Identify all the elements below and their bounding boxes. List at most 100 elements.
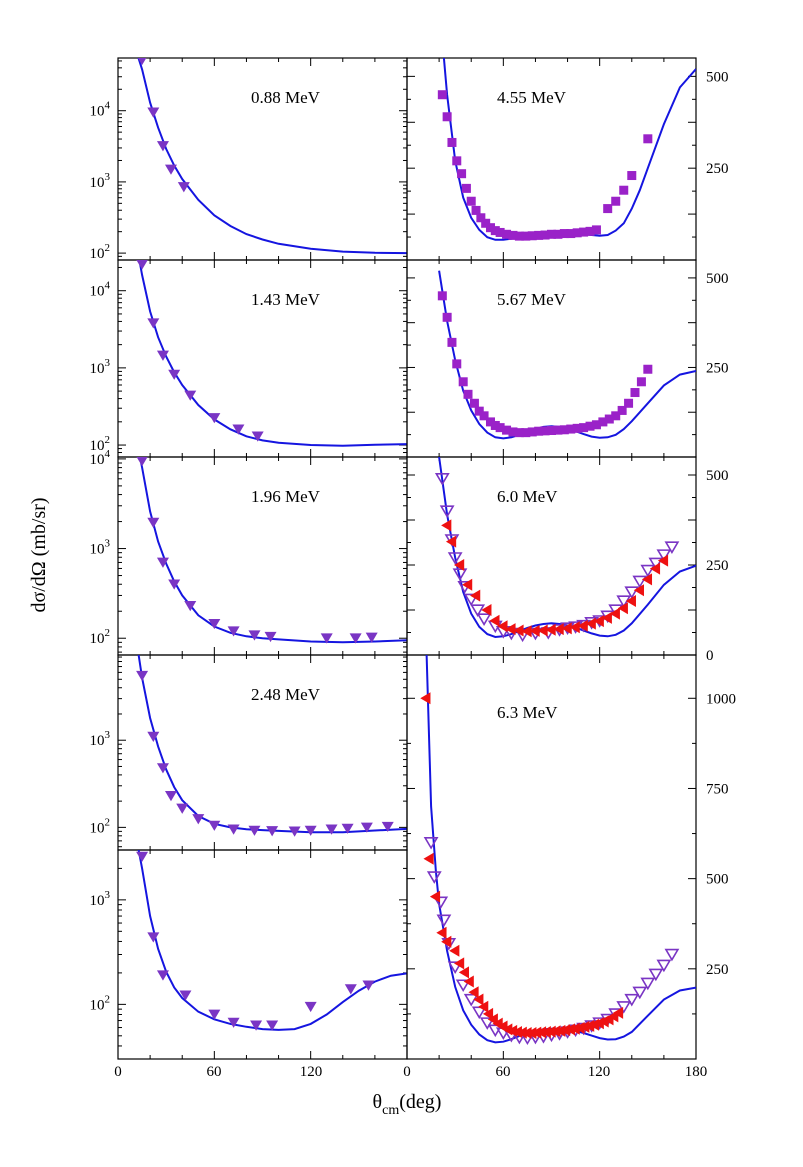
y-tick-label: 102	[90, 993, 111, 1013]
data-point	[136, 457, 148, 467]
data-point	[625, 595, 636, 607]
y-tick-exponent: 2	[105, 434, 111, 446]
data-point	[147, 318, 160, 329]
x-tick-right-60: 60	[496, 1064, 511, 1080]
data-point	[227, 626, 240, 637]
data-point	[553, 229, 563, 239]
data-point	[184, 390, 197, 401]
data-point	[445, 535, 457, 548]
data-point	[489, 614, 500, 627]
y-tick-base: 10	[90, 997, 105, 1013]
data-point	[447, 337, 457, 347]
data-point	[632, 575, 648, 589]
data-point	[420, 692, 431, 705]
data-point	[469, 398, 479, 408]
data-point	[433, 896, 449, 910]
x-tick-left-120: 120	[300, 1064, 323, 1080]
data-point	[632, 986, 648, 1000]
y-tick-base: 10	[90, 452, 105, 468]
data-point	[508, 230, 518, 240]
data-point	[535, 1026, 547, 1039]
data-point	[506, 1024, 518, 1037]
panel-data	[136, 850, 407, 1031]
data-point	[527, 427, 537, 437]
y-tick-exponent: 2	[105, 816, 111, 828]
data-point	[455, 979, 471, 993]
data-point	[176, 803, 189, 814]
data-point	[624, 398, 634, 408]
panel-data	[420, 655, 696, 1046]
data-point	[476, 213, 486, 223]
y-tick-label: 250	[706, 558, 729, 574]
data-point	[147, 107, 160, 118]
y-tick-label: 104	[90, 448, 111, 468]
data-point	[550, 1025, 561, 1038]
x-axis-theta: θ	[373, 1091, 383, 1113]
data-point	[208, 413, 221, 424]
panel-label: 4.55 MeV	[497, 88, 567, 107]
x-axis-unit: (deg)	[399, 1091, 441, 1113]
data-point	[569, 1022, 580, 1035]
data-point	[648, 968, 664, 982]
panel-label: 0.88 MeV	[251, 88, 321, 107]
model-curve	[438, 457, 696, 639]
data-point	[452, 359, 462, 369]
data-point	[320, 633, 333, 644]
data-point	[473, 993, 484, 1006]
model-curve	[442, 58, 696, 241]
data-point	[458, 966, 469, 979]
y-tick-label: 104	[90, 280, 111, 300]
y-tick-label: 500	[706, 271, 729, 287]
data-point	[426, 871, 442, 884]
data-point	[136, 670, 149, 682]
y-tick-exponent: 3	[105, 171, 111, 183]
x-tick-left-60: 60	[207, 1064, 222, 1080]
data-point	[457, 169, 467, 179]
data-point	[579, 227, 589, 237]
data-point	[641, 573, 653, 586]
data-point	[585, 421, 595, 431]
data-point	[656, 959, 672, 973]
data-point	[437, 291, 447, 301]
data-point	[527, 231, 537, 241]
x-tick-right-120: 120	[588, 1064, 611, 1080]
data-point	[630, 388, 640, 398]
y-tick-base: 10	[90, 820, 105, 836]
data-point	[485, 417, 495, 427]
y-tick-exponent: 3	[105, 729, 111, 741]
data-point	[147, 932, 160, 943]
panel-7: 500 250 5.67 MeV	[406, 259, 729, 458]
data-point	[436, 914, 452, 928]
data-point	[156, 970, 169, 981]
data-point	[643, 364, 653, 374]
data-point	[521, 231, 531, 241]
data-point	[304, 1001, 317, 1013]
y-tick-label: 750	[706, 781, 729, 797]
data-point	[192, 814, 205, 825]
data-point	[177, 182, 190, 193]
data-point	[564, 1023, 575, 1036]
data-point	[470, 589, 481, 602]
data-point	[603, 204, 613, 214]
data-point	[476, 613, 492, 626]
y-tick-label: 103	[90, 171, 111, 191]
data-point	[604, 414, 614, 424]
data-point	[168, 369, 181, 380]
y-tick-base: 10	[90, 361, 105, 377]
data-point	[156, 763, 169, 774]
data-point	[624, 586, 640, 599]
data-point	[461, 183, 471, 193]
data-point	[463, 389, 473, 399]
data-point	[598, 417, 608, 427]
data-point	[617, 405, 627, 415]
data-point	[497, 620, 508, 633]
data-point	[325, 824, 338, 835]
data-point	[179, 990, 192, 1001]
panel-label: 1.96 MeV	[251, 487, 321, 506]
data-point	[442, 312, 452, 322]
data-point	[547, 425, 556, 435]
data-point	[534, 230, 544, 240]
data-point	[349, 633, 362, 644]
